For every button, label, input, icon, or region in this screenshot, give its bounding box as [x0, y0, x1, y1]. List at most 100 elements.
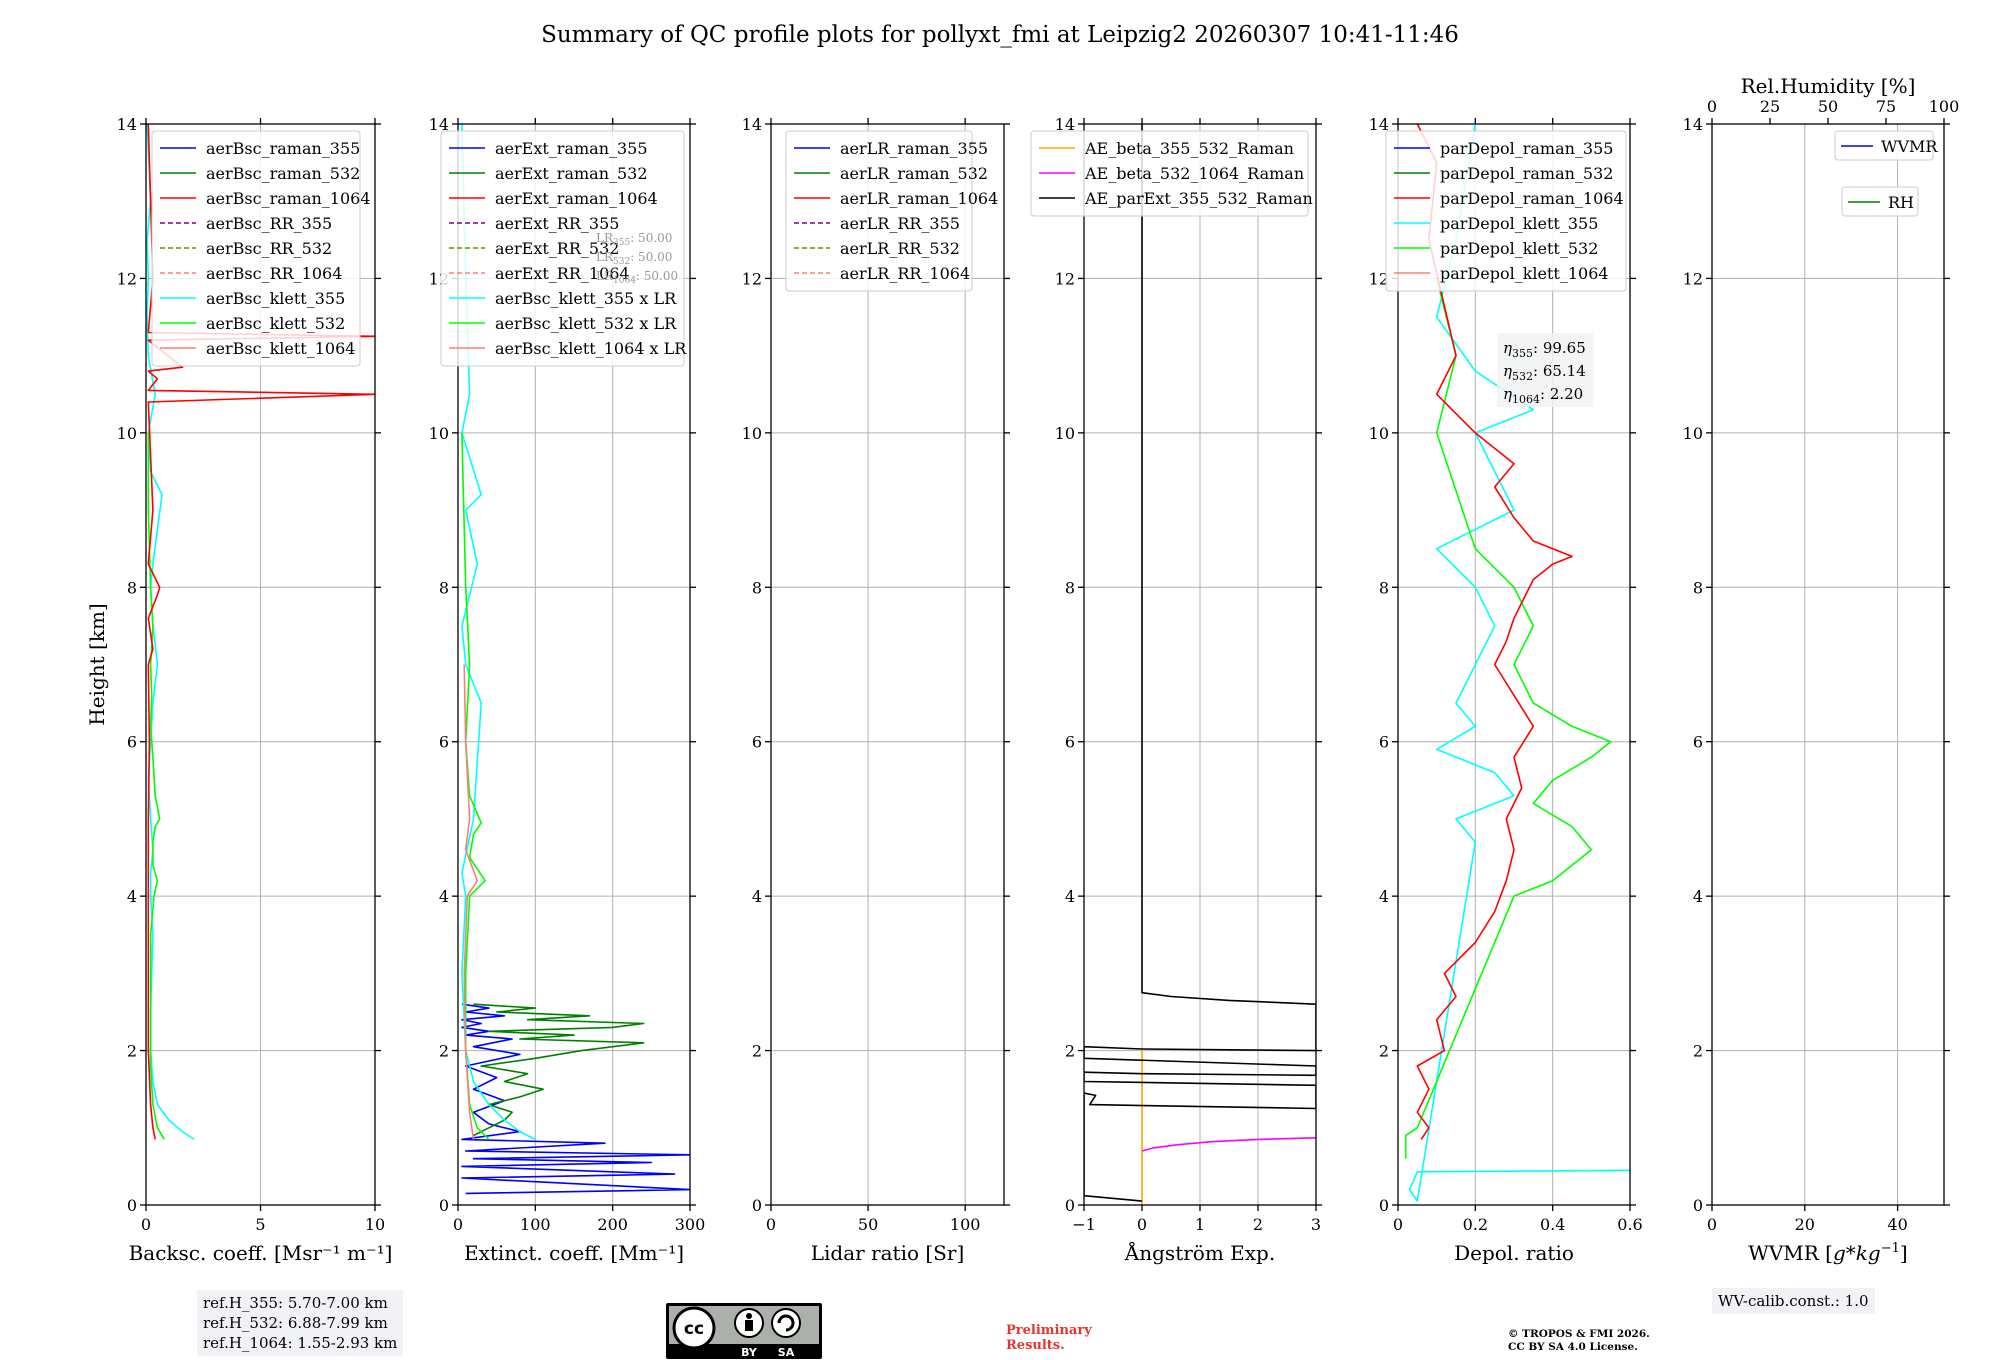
ytick-label-12: 12 [117, 269, 137, 288]
share-alike-icon [771, 1308, 801, 1338]
legend-label: aerBsc_raman_355 [206, 139, 360, 158]
eta-box [1497, 333, 1593, 407]
lr-annotation: LR355: 50.00 [596, 231, 672, 248]
legend-label: parDepol_klett_355 [1440, 214, 1598, 233]
legend-label: RH [1888, 193, 1914, 212]
legend-label: aerBsc_raman_532 [206, 164, 360, 183]
preliminary-line-1: Preliminary [1006, 1323, 1092, 1338]
legend-label: parDepol_klett_532 [1440, 239, 1598, 258]
ytick-label-8: 8 [752, 578, 762, 597]
legend-label: parDepol_raman_1064 [1440, 189, 1624, 208]
ytick-label-10: 10 [1683, 424, 1703, 443]
legend-label: AE_beta_532_1064_Raman [1084, 164, 1304, 183]
xtick-label-0: 0 [1137, 1215, 1147, 1234]
xtick-label-10: 10 [365, 1215, 385, 1234]
top-tick-label-50: 50 [1818, 97, 1838, 116]
ytick-label-6: 6 [1693, 733, 1703, 752]
ytick-label-0: 0 [1379, 1196, 1389, 1215]
xtick-label-0.6: 0.6 [1617, 1215, 1642, 1234]
ytick-label-6: 6 [439, 733, 449, 752]
axes-frame [770, 123, 1005, 1206]
cc-icon [672, 1306, 716, 1350]
top-tick-label-25: 25 [1760, 97, 1780, 116]
legend-label: aerExt_raman_532 [495, 164, 648, 183]
copyright-line-1: © TROPOS & FMI 2026. [1508, 1328, 1650, 1340]
legend-label: aerBsc_raman_1064 [206, 189, 371, 208]
ytick-label-4: 4 [439, 887, 449, 906]
ytick-label-12: 12 [1369, 269, 1389, 288]
ytick-label-8: 8 [1379, 578, 1389, 597]
panel-depol: 0 2 4 6 8 10 12 14 0 0.2 0.4 0.6 Depol. ratio parDepo… [1369, 115, 1643, 1265]
axes-frame [1397, 123, 1631, 1206]
copyright-note: © TROPOS & FMI 2026. CC BY SA 4.0 Licens… [1508, 1328, 1650, 1354]
legend-label: aerExt_RR_1064 [495, 264, 630, 283]
ytick-label-4: 4 [127, 887, 137, 906]
x-axis-label: Backsc. coeff. [Msr⁻¹ m⁻¹] [129, 1241, 393, 1265]
top-tick-label-0: 0 [1707, 97, 1717, 116]
ytick-label-2: 2 [1065, 1042, 1075, 1061]
preliminary-note: Preliminary Results. [1006, 1323, 1092, 1353]
x-axis-label: WVMR [g*kg−1] [1748, 1241, 1907, 1265]
legend-box [1385, 130, 1627, 292]
ytick-label-0: 0 [439, 1196, 449, 1215]
xtick-label-0.2: 0.2 [1463, 1215, 1488, 1234]
series-group [1084, 124, 1316, 1205]
legend-label: AE_parExt_355_532_Raman [1084, 189, 1313, 208]
legend-label: aerLR_raman_532 [840, 164, 988, 183]
legend-label: aerLR_RR_1064 [840, 264, 970, 283]
top-tick-label-100: 100 [1929, 97, 1960, 116]
ytick-label-14: 14 [117, 115, 137, 134]
legend-label: parDepol_raman_355 [1440, 139, 1613, 158]
xtick-label-20: 20 [1795, 1215, 1815, 1234]
lr-annotation: LR532: 50.00 [596, 250, 672, 267]
legend-label: aerExt_raman_355 [495, 139, 648, 158]
ytick-label-12: 12 [742, 269, 762, 288]
legend-label: AE_beta_355_532_Raman [1084, 139, 1294, 158]
ytick-label-8: 8 [1065, 578, 1075, 597]
ytick-label-0: 0 [752, 1196, 762, 1215]
ytick-label-10: 10 [742, 424, 762, 443]
x-axis-label: Lidar ratio [Sr] [811, 1241, 965, 1265]
xtick-label-0: 0 [1393, 1215, 1403, 1234]
xtick-label-3: 3 [1311, 1215, 1321, 1234]
ytick-label-10: 10 [429, 424, 449, 443]
legend-label: aerBsc_RR_1064 [206, 264, 342, 283]
panel-backscatter: 0 2 4 6 8 10 12 14 0 5 10 Backsc. coeff. [Msr⁻¹ m⁻¹… [85, 115, 392, 1265]
ytick-label-0: 0 [127, 1196, 137, 1215]
ytick-label-2: 2 [127, 1042, 137, 1061]
ytick-label-4: 4 [1379, 887, 1389, 906]
series-AE_parExt_355_532_Raman [1084, 124, 1316, 1202]
ytick-label-6: 6 [127, 733, 137, 752]
eta-annotation: η1064: 2.20 [1503, 385, 1583, 406]
legend-label: aerLR_raman_355 [840, 139, 988, 158]
x-axis-label: Depol. ratio [1454, 1241, 1574, 1265]
ytick-label-10: 10 [1369, 424, 1389, 443]
legend-label: aerBsc_klett_355 x LR [495, 289, 677, 308]
xtick-label-2: 2 [1253, 1215, 1263, 1234]
preliminary-line-2: Results. [1006, 1338, 1065, 1353]
legend-label: aerExt_RR_532 [495, 239, 619, 258]
xtick-label-0: 0 [766, 1215, 776, 1234]
series-group [461, 124, 690, 1195]
ref-height-1064: ref.H_1064: 1.55-2.93 km [203, 1334, 398, 1352]
ytick-label-14: 14 [1055, 115, 1075, 134]
x-axis-label: Ångström Exp. [1124, 1240, 1275, 1265]
xtick-label-0: 0 [453, 1215, 463, 1234]
ytick-label-8: 8 [127, 578, 137, 597]
xtick-label-1: 1 [1195, 1215, 1205, 1234]
legend-label: parDepol_klett_1064 [1440, 264, 1609, 283]
legend-label: WVMR [1881, 137, 1938, 156]
ytick-label-2: 2 [752, 1042, 762, 1061]
axes-frame [457, 123, 691, 1206]
ytick-label-14: 14 [1369, 115, 1389, 134]
xtick-label-100: 100 [520, 1215, 551, 1234]
legend-box [440, 130, 685, 367]
ytick-label-2: 2 [439, 1042, 449, 1061]
lr-annotation: LR1064: 50.00 [596, 269, 678, 286]
ref-height-532: ref.H_532: 6.88-7.99 km [203, 1314, 388, 1332]
legend-label: aerLR_raman_1064 [840, 189, 998, 208]
copyright-line-2: CC BY SA 4.0 License. [1508, 1341, 1638, 1353]
